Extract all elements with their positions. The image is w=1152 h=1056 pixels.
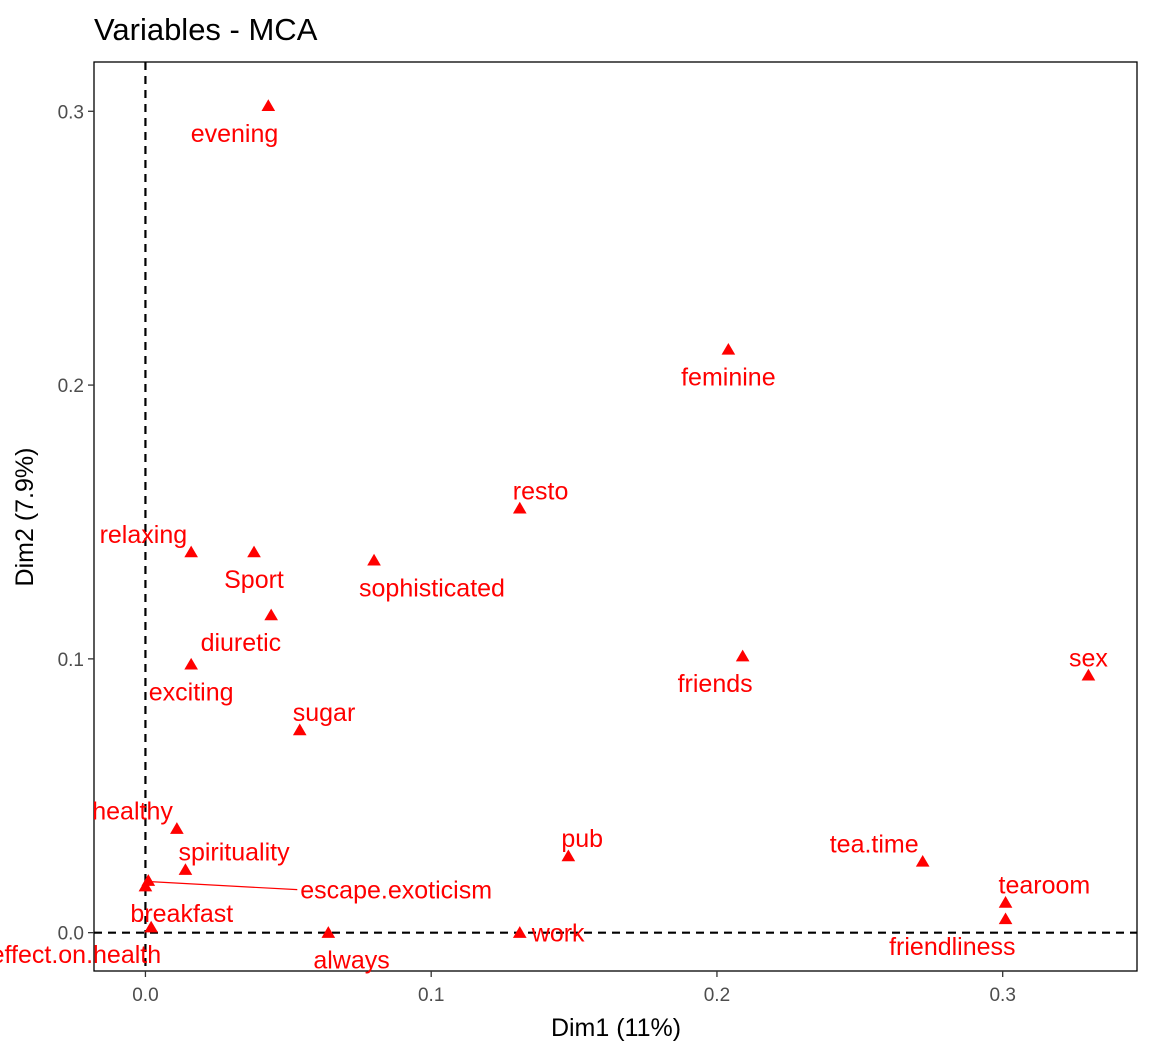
leader-line-escape-exoticism <box>150 881 298 891</box>
point-marker-sophisticated <box>367 553 381 566</box>
point-marker-work <box>512 926 527 938</box>
point-marker-friendliness <box>998 912 1013 925</box>
y-tick-label: 0.3 <box>58 102 84 123</box>
y-tick-label: 0.1 <box>58 650 84 671</box>
point-labels: evening feminine resto relaxing Sport sophist… <box>0 120 1108 975</box>
y-axis: 0.0 0.1 0.2 0.3 <box>58 102 94 945</box>
point-marker-sex <box>1081 668 1096 681</box>
y-tick-label: 0.2 <box>58 376 84 397</box>
x-axis-title: Dim1 (11%) <box>551 1014 681 1042</box>
point-label-resto: resto <box>513 477 569 505</box>
plot-panel <box>93 61 1138 972</box>
point-label-always: always <box>313 947 389 975</box>
x-axis: 0.0 0.1 0.2 0.3 <box>132 971 1016 1006</box>
point-label-breakfast: breakfast <box>130 900 233 928</box>
x-tick-label: 0.1 <box>418 985 444 1006</box>
point-marker-friends <box>735 649 750 662</box>
point-label-escape-exoticism: escape.exoticism <box>300 877 492 905</box>
point-label-healthy: healthy <box>92 798 173 826</box>
point-marker-effect-on-health <box>144 920 158 933</box>
leader-lines <box>150 881 298 891</box>
point-marker-evening <box>261 99 276 112</box>
point-label-sport: Sport <box>224 566 284 594</box>
point-marker-resto <box>512 501 527 514</box>
point-label-effect-on-health: effect.on.health <box>0 941 161 969</box>
point-label-sugar: sugar <box>293 699 356 727</box>
point-marker-pub <box>561 849 576 862</box>
point-label-relaxing: relaxing <box>100 521 188 549</box>
point-label-diuretic: diuretic <box>201 629 282 657</box>
point-label-exciting: exciting <box>149 678 234 706</box>
x-tick-label: 0.3 <box>989 985 1015 1006</box>
point-marker-sport <box>247 545 261 558</box>
point-marker-diuretic <box>264 608 278 621</box>
point-marker-sugar <box>292 723 307 736</box>
chart-title: Variables - MCA <box>94 12 318 47</box>
point-label-friendliness: friendliness <box>889 933 1015 961</box>
point-marker-breakfast <box>138 879 153 892</box>
x-tick-label: 0.2 <box>704 985 730 1006</box>
x-tick-label: 0.0 <box>132 985 158 1006</box>
point-marker-tea-time <box>915 854 930 867</box>
point-label-work: work <box>531 920 585 948</box>
point-marker-spirituality <box>178 863 193 875</box>
point-label-evening: evening <box>191 120 279 148</box>
point-label-pub: pub <box>561 825 603 853</box>
y-axis-title: Dim2 (7.9%) <box>11 448 39 587</box>
point-label-tea-time: tea.time <box>830 830 919 858</box>
reference-lines <box>94 62 1137 971</box>
point-label-feminine: feminine <box>681 363 776 391</box>
point-label-sex: sex <box>1069 644 1108 672</box>
point-marker-feminine <box>721 342 736 355</box>
point-marker-exciting <box>184 657 198 670</box>
point-label-friends: friends <box>678 670 753 698</box>
point-label-tearoom: tearoom <box>999 872 1091 900</box>
point-marker-always <box>321 926 336 938</box>
point-marker-healthy <box>170 822 184 834</box>
point-label-sophisticated: sophisticated <box>359 574 505 602</box>
point-markers <box>138 99 1096 938</box>
point-marker-tearoom <box>998 896 1013 908</box>
point-label-spirituality: spirituality <box>178 839 290 867</box>
y-tick-label: 0.0 <box>58 924 84 945</box>
point-marker-relaxing <box>184 545 198 558</box>
